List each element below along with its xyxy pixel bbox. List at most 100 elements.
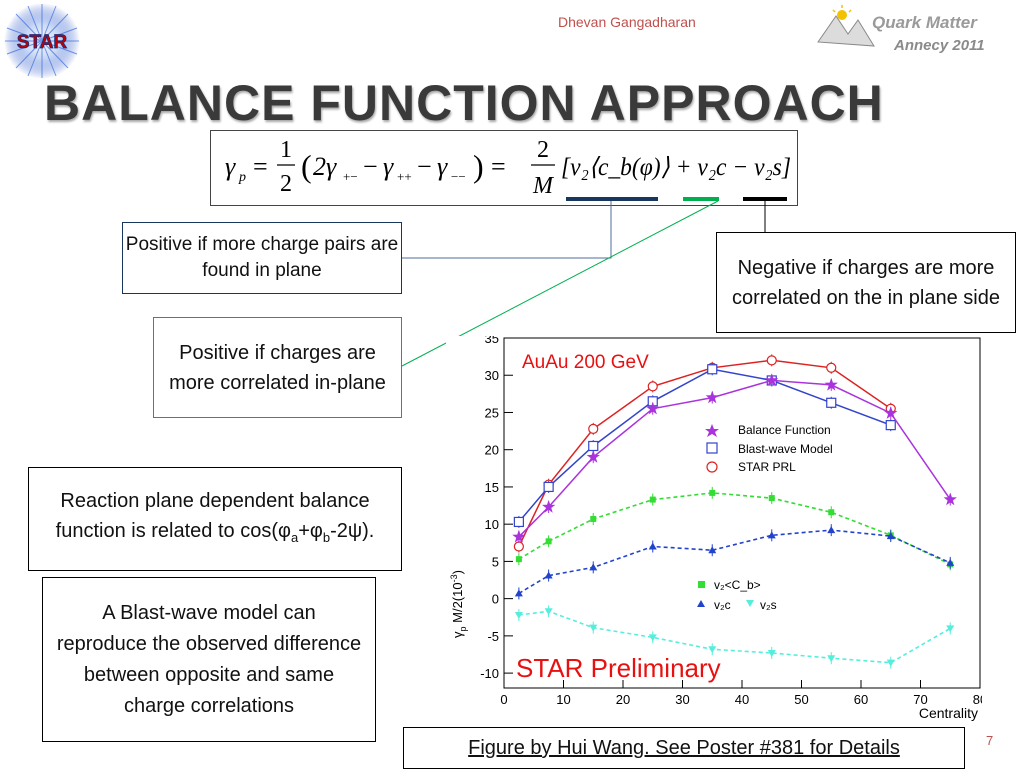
- slide-title: Balance Function Approach: [44, 75, 884, 131]
- x-tick-label: 30: [675, 692, 689, 707]
- star-logo-text: STAR: [17, 32, 68, 53]
- formula-half-num: 1: [280, 137, 292, 163]
- data-point: [586, 450, 600, 463]
- y-tick-label: -5: [487, 629, 499, 644]
- series-balance-function: [512, 373, 957, 543]
- data-point: [765, 373, 779, 387]
- data-point: [766, 355, 777, 366]
- legend-marker-v2s: [746, 600, 754, 607]
- data-point: [515, 556, 522, 563]
- y-tick-label: 5: [492, 554, 499, 569]
- series-star-prl: [513, 354, 896, 553]
- series-line: [518, 379, 951, 538]
- data-point: [768, 495, 775, 502]
- series-line: [518, 492, 951, 566]
- data-point: [544, 608, 553, 616]
- series-v-c-b-: [515, 486, 954, 571]
- series-v-c: [514, 524, 955, 600]
- data-point: [826, 362, 837, 373]
- y-tick-label: 15: [485, 480, 499, 495]
- green-note-text: Positive if charges are more correlated …: [169, 341, 386, 394]
- formula-two-gamma: 2γ: [313, 152, 337, 181]
- legend-label-prl: STAR PRL: [738, 460, 796, 474]
- star-logo: STAR: [0, 2, 84, 80]
- data-point: [886, 659, 895, 667]
- formula-sub-pp: ++: [397, 169, 412, 184]
- data-point: [827, 655, 836, 663]
- legend-marker-balance: [705, 424, 719, 437]
- series-line: [518, 368, 892, 523]
- data-point: [943, 492, 957, 506]
- data-point: [827, 526, 836, 534]
- series-line: [518, 359, 892, 547]
- blue-note-text: Positive if more charge pairs are found …: [125, 234, 399, 281]
- legend-label-v2s: v₂s: [760, 598, 777, 612]
- y-tick-label: 0: [492, 592, 499, 607]
- data-point: [512, 529, 526, 543]
- x-tick-label: 40: [735, 692, 749, 707]
- legend-label-v2cb: v₂<C_b>: [714, 578, 761, 592]
- data-point: [886, 532, 895, 540]
- formula-eq2: =: [491, 152, 506, 181]
- data-point: [588, 423, 599, 434]
- blastwave-note-box: A Blast-wave model can reproduce the obs…: [42, 577, 376, 742]
- y-tick-label: 10: [485, 517, 499, 532]
- black-note-text: Negative if charges are more correlated …: [732, 256, 1000, 309]
- data-point: [588, 440, 599, 452]
- legend-label-balance: Balance Function: [738, 423, 831, 437]
- x-tick-label: 10: [556, 692, 570, 707]
- y-tick-label: 25: [485, 405, 499, 420]
- y-tick-label: -10: [480, 666, 499, 681]
- legend-top: Balance Function Blast-wave Model STAR P…: [705, 423, 833, 474]
- formula-frac2-num: 2: [537, 137, 549, 163]
- formula-sub-p: p: [238, 170, 246, 185]
- data-point: [514, 589, 523, 597]
- data-point: [648, 542, 657, 550]
- data-point: [826, 397, 837, 408]
- conference-logo-line1: Quark Matter: [872, 13, 978, 32]
- data-point: [649, 496, 656, 503]
- formula-box: γ p = 1 2 ( 2γ +− − γ ++ − γ −− ) = 2 M …: [210, 130, 798, 206]
- data-point: [884, 406, 898, 419]
- formula-eq1: =: [253, 152, 268, 181]
- x-tick-label: 60: [854, 692, 868, 707]
- formula-minus1: −: [363, 152, 378, 181]
- data-point: [545, 538, 552, 545]
- legend-marker-blastwave: [706, 442, 718, 454]
- data-point: [946, 625, 955, 633]
- data-point: [543, 481, 554, 493]
- page-number: 7: [986, 733, 994, 748]
- formula-sub-mm: −−: [451, 169, 466, 184]
- data-point: [544, 571, 553, 579]
- formula-gamma-pp: γ: [383, 152, 394, 181]
- data-point: [542, 500, 556, 513]
- formula-underline-black: [743, 197, 787, 201]
- data-point: [708, 646, 717, 654]
- x-axis-label: Centrality: [919, 705, 978, 721]
- chart-watermark: STAR Preliminary: [516, 653, 721, 683]
- formula-sub-pm: +−: [343, 169, 358, 184]
- formula-paren-close: ): [473, 148, 484, 184]
- y-tick-label: 20: [485, 443, 499, 458]
- x-tick-label: 50: [794, 692, 808, 707]
- data-point: [885, 420, 896, 431]
- reaction-plane-box: Reaction plane dependent balance functio…: [28, 467, 402, 571]
- data-point: [767, 650, 776, 657]
- data-point: [709, 489, 716, 496]
- caption-box: Figure by Hui Wang. See Poster #381 for …: [403, 727, 965, 769]
- data-point: [705, 390, 719, 404]
- blastwave-note-text: A Blast-wave model can reproduce the obs…: [56, 601, 362, 717]
- data-point: [589, 563, 598, 571]
- chart-title: AuAu 200 GeV: [522, 352, 649, 373]
- reaction-plane-text: Reaction plane dependent balance functio…: [55, 489, 375, 545]
- data-point: [824, 377, 838, 391]
- x-tick-label: 0: [500, 692, 507, 707]
- data-point: [646, 401, 660, 415]
- formula-frac2-den: M: [532, 173, 555, 199]
- conference-logo: Quark Matter Annecy 2011: [814, 2, 1020, 64]
- formula-paren-open: (: [301, 148, 312, 184]
- caption-text: Figure by Hui Wang. See Poster #381 for …: [468, 737, 900, 759]
- x-tick-label: 20: [616, 692, 630, 707]
- formula-bracket-content: [v₂⟨c_b(φ)⟩ + v₂c − v₂s]: [561, 154, 791, 181]
